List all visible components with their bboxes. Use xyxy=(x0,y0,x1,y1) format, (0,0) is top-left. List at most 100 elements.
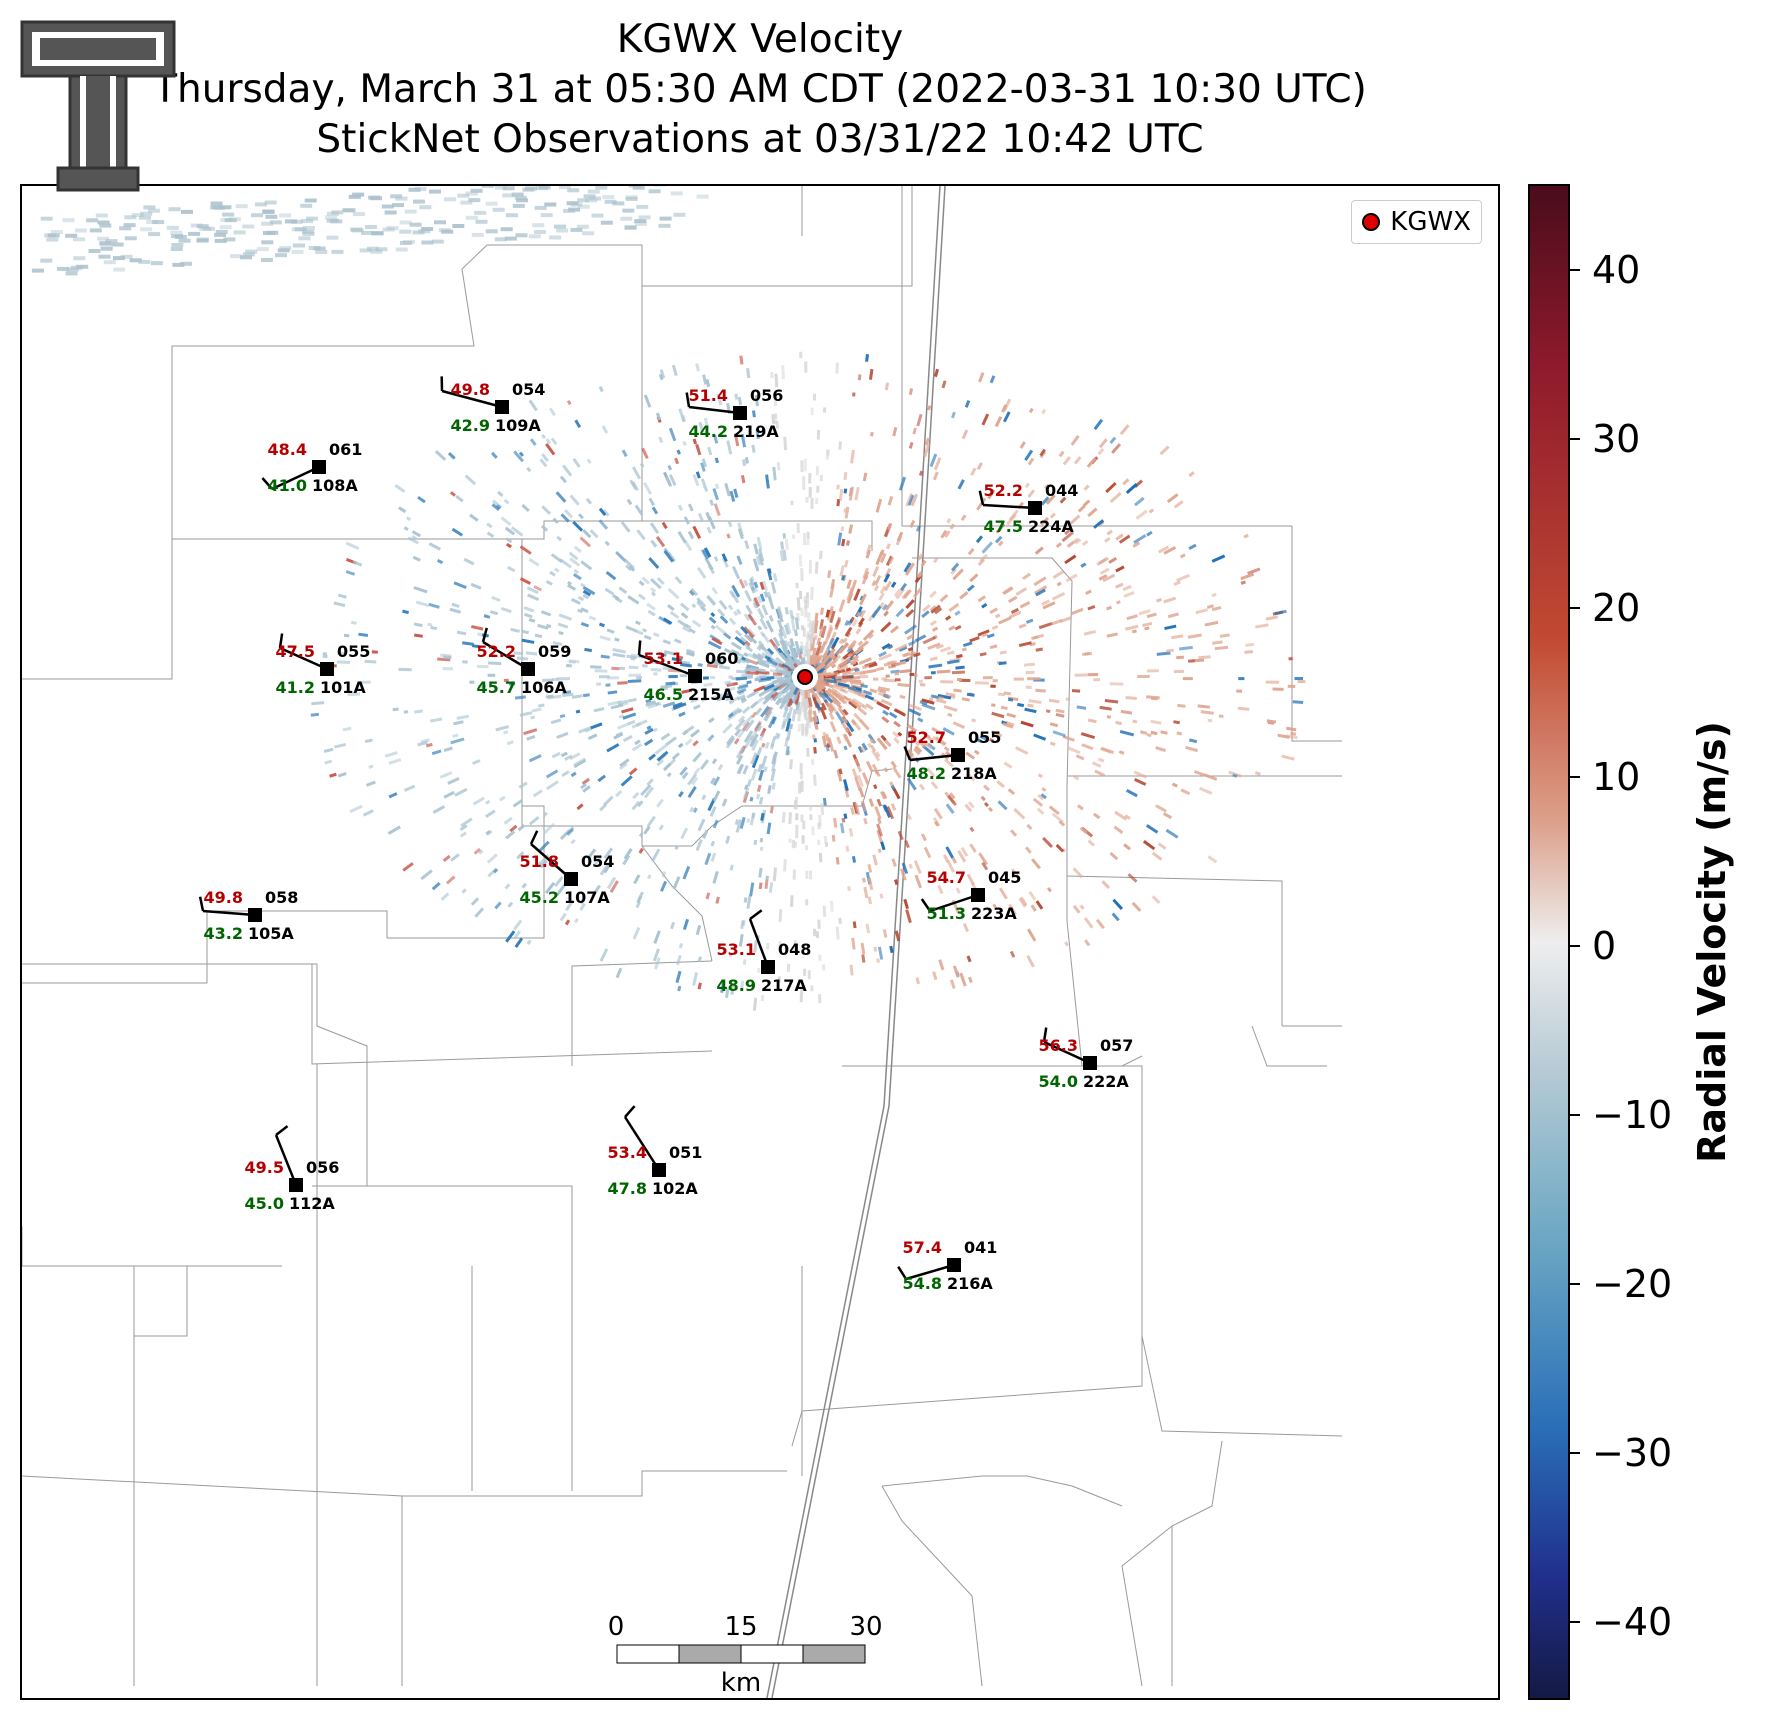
station-224A: 52.2 044 47.5 224A xyxy=(978,481,1078,536)
station-dewpoint: 42.9 xyxy=(451,416,490,435)
station-pressure: 055 xyxy=(337,642,370,661)
station-pressure: 061 xyxy=(329,440,362,459)
county-line xyxy=(1141,1335,1343,1437)
station-id: 223A xyxy=(971,904,1017,923)
wind-barb xyxy=(982,503,1036,510)
map-subtitle-time: Thursday, March 31 at 05:30 AM CDT (2022… xyxy=(153,67,1367,112)
texas-tech-logo-icon xyxy=(18,18,178,198)
wind-barb xyxy=(202,909,256,917)
wind-barb xyxy=(441,389,503,409)
station-marker xyxy=(652,1163,666,1177)
county-line xyxy=(842,1065,1143,1336)
station-pressure: 054 xyxy=(581,852,614,871)
station-temperature: 57.4 xyxy=(903,1238,942,1257)
station-dewpoint: 44.2 xyxy=(689,422,728,441)
county-line xyxy=(22,1265,135,1686)
colorbar-tick-label: 0 xyxy=(1592,924,1617,968)
county-line xyxy=(402,1470,787,1497)
station-id: 101A xyxy=(320,678,366,697)
station-marker xyxy=(320,662,334,676)
station-marker xyxy=(564,872,578,886)
county-line xyxy=(571,960,713,1066)
station-temperature: 53.1 xyxy=(717,940,756,959)
station-id: 215A xyxy=(688,685,734,704)
county-line xyxy=(312,1185,573,1236)
station-pressure: 059 xyxy=(538,642,571,661)
station-temperature: 48.4 xyxy=(268,440,307,459)
station-pressure: 048 xyxy=(778,940,811,959)
wind-barb-flag xyxy=(897,1266,908,1280)
county-line xyxy=(1291,526,1342,742)
station-dewpoint: 48.9 xyxy=(717,976,756,995)
wind-barb-flag xyxy=(920,898,932,912)
county-line xyxy=(22,963,368,1186)
legend: KGWX xyxy=(1351,200,1482,244)
wind-barb-flag xyxy=(978,490,985,506)
station-id: 216A xyxy=(947,1274,993,1293)
station-219A: 51.4 056 44.2 219A xyxy=(685,386,783,441)
wind-barb xyxy=(1043,1040,1091,1065)
wind-barb-flag xyxy=(1042,1027,1048,1043)
station-marker xyxy=(733,406,747,420)
station-marker xyxy=(495,400,509,414)
station-dewpoint: 41.0 xyxy=(268,476,307,495)
station-id: 217A xyxy=(761,976,807,995)
scale-bar-label-0: 0 xyxy=(607,1612,625,1642)
wind-barb xyxy=(482,640,529,671)
wind-barb-flag xyxy=(261,477,273,490)
station-temperature: 51.4 xyxy=(689,386,728,405)
station-pressure: 056 xyxy=(306,1158,339,1177)
station-temperature: 53.1 xyxy=(644,649,683,668)
station-218A: 52.7 055 48.2 218A xyxy=(903,728,1001,783)
county-line xyxy=(1071,1485,1123,1507)
wind-barb-flag xyxy=(529,830,539,845)
colorbar-tick-label: −30 xyxy=(1592,1431,1673,1475)
radar-site-marker-icon xyxy=(1362,213,1381,231)
scale-bar: 0 15 30 km xyxy=(608,1614,883,1696)
wind-barb-flag xyxy=(637,640,642,656)
station-temperature: 49.5 xyxy=(245,1158,284,1177)
county-line xyxy=(22,244,643,680)
station-215A: 53.1 060 46.5 215A xyxy=(637,640,738,704)
station-marker xyxy=(312,460,326,474)
wind-barb xyxy=(688,405,741,415)
station-id: 109A xyxy=(495,416,541,435)
wind-barb xyxy=(929,893,979,913)
wind-barb xyxy=(638,653,696,678)
station-pressure: 044 xyxy=(1045,481,1078,500)
colorbar-tick xyxy=(1570,1621,1580,1623)
station-dewpoint: 51.3 xyxy=(927,904,966,923)
station-marker xyxy=(688,669,702,683)
station-marker xyxy=(761,960,775,974)
colorbar-tick xyxy=(1570,945,1580,947)
county-line xyxy=(311,964,713,1065)
station-107A: 51.8 054 45.2 107A xyxy=(520,830,614,907)
colorbar-tick-label: 20 xyxy=(1592,586,1641,630)
map-title: KGWX Velocity xyxy=(616,17,904,62)
colorbar-label: Radial Velocity (m/s) xyxy=(1690,721,1734,1163)
station-106A: 52.2 059 45.7 106A xyxy=(477,627,571,697)
county-line xyxy=(22,910,422,984)
station-id: 219A xyxy=(733,422,779,441)
colorbar-tick xyxy=(1570,438,1580,440)
wind-barb xyxy=(271,465,320,491)
station-id: 105A xyxy=(248,924,294,943)
station-dewpoint: 54.0 xyxy=(1039,1072,1078,1091)
station-dewpoint: 43.2 xyxy=(204,924,243,943)
county-line xyxy=(1121,1525,1173,1687)
station-dewpoint: 45.2 xyxy=(520,888,559,907)
county-line xyxy=(711,770,873,827)
wind-barb xyxy=(623,1116,661,1171)
wind-barb-flag xyxy=(481,627,489,643)
station-217A: 53.1 048 48.9 217A xyxy=(717,909,811,995)
wind-barb-flag xyxy=(685,392,691,408)
colorbar-tick-label: 30 xyxy=(1592,417,1641,461)
station-pressure: 057 xyxy=(1100,1036,1133,1055)
station-id: 224A xyxy=(1028,517,1074,536)
colorbar-tick xyxy=(1570,607,1580,609)
station-pressure: 058 xyxy=(265,888,298,907)
station-108A: 48.4 061 41.0 108A xyxy=(261,440,362,495)
station-pressure: 056 xyxy=(750,386,783,405)
station-temperature: 56.3 xyxy=(1039,1036,1078,1055)
legend-label: KGWX xyxy=(1390,207,1471,237)
